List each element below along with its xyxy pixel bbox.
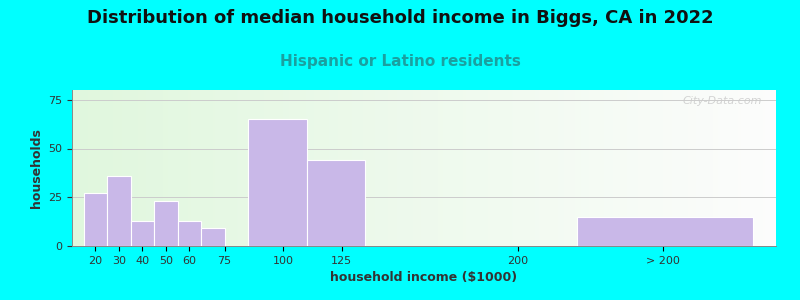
Bar: [84, 193, 107, 246]
Bar: [306, 160, 366, 246]
Bar: [201, 229, 225, 246]
Text: Distribution of median household income in Biggs, CA in 2022: Distribution of median household income …: [86, 9, 714, 27]
Y-axis label: households: households: [30, 128, 42, 208]
Bar: [178, 221, 201, 246]
Text: City-Data.com: City-Data.com: [682, 96, 762, 106]
Bar: [154, 201, 178, 246]
Text: Hispanic or Latino residents: Hispanic or Latino residents: [279, 54, 521, 69]
Bar: [130, 221, 154, 246]
Bar: [248, 119, 306, 246]
Bar: [107, 176, 130, 246]
Bar: [577, 217, 753, 246]
X-axis label: household income ($1000): household income ($1000): [330, 271, 518, 284]
